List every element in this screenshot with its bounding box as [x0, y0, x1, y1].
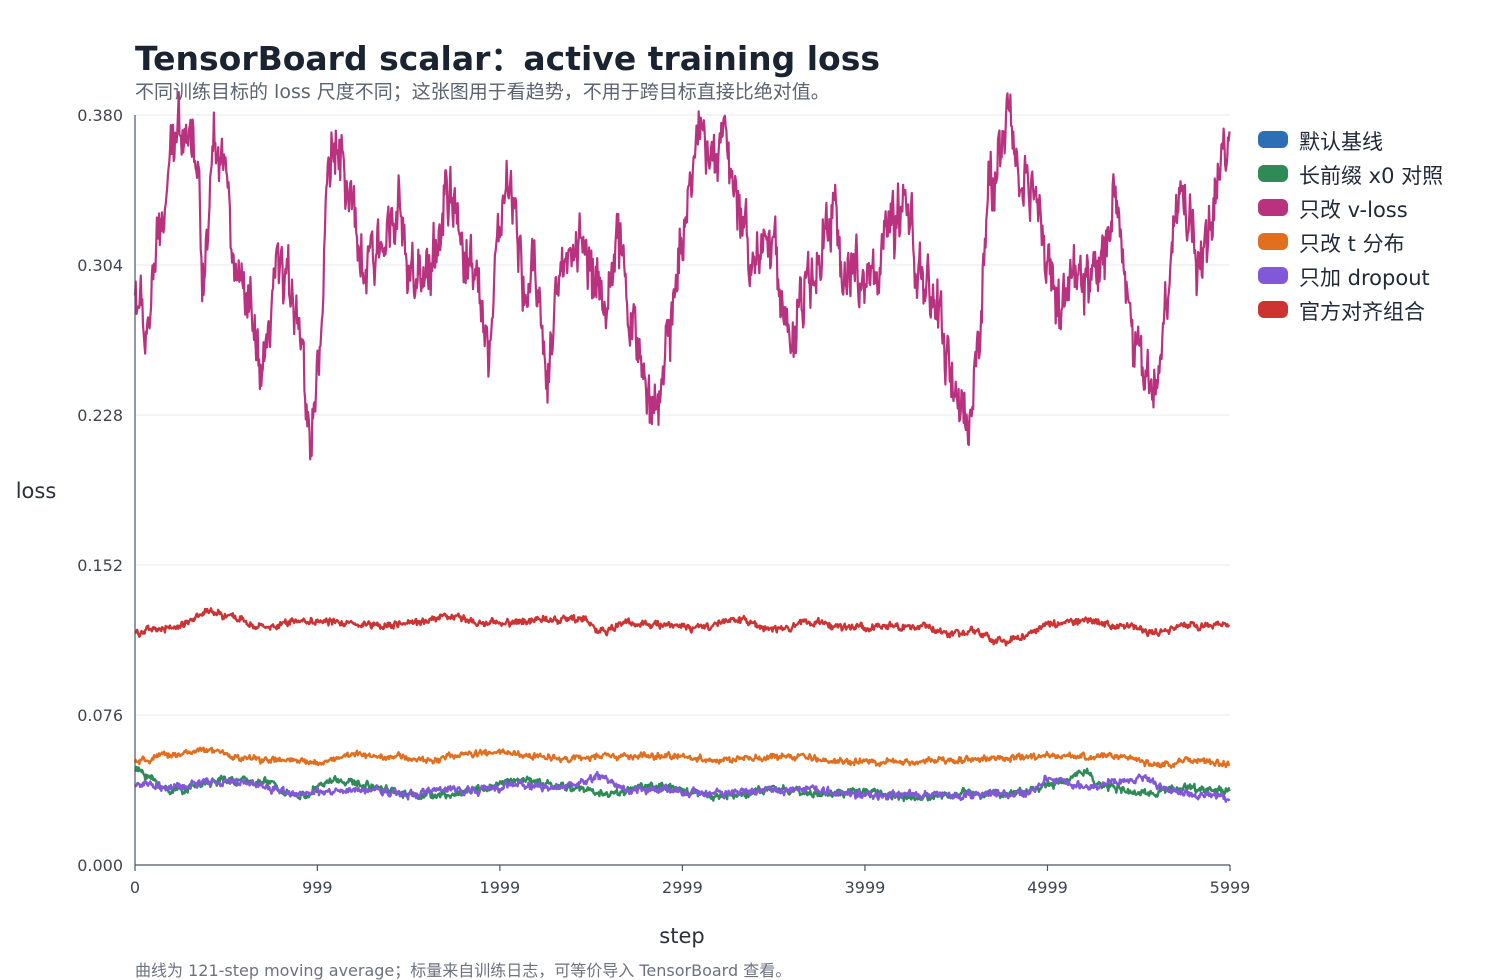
- series-layer: [133, 90, 1231, 803]
- legend-label-4: 只加 dropout: [1299, 266, 1430, 290]
- series-line-2: [133, 90, 1231, 461]
- x-tick-label: 2999: [662, 878, 703, 897]
- chart-title: TensorBoard scalar：active training loss: [135, 39, 880, 78]
- legend-label-3: 只改 t 分布: [1299, 232, 1405, 256]
- x-tick-labels: 0 999 1999 2999 3999 4999 5999: [130, 878, 1250, 897]
- legend-label-5: 官方对齐组合: [1299, 300, 1425, 324]
- legend-swatch-4: [1258, 267, 1288, 284]
- x-tick-label: 1999: [480, 878, 521, 897]
- legend-swatch-2: [1258, 199, 1288, 216]
- x-tick-label: 5999: [1210, 878, 1251, 897]
- x-axis-title: step: [659, 924, 704, 948]
- y-tick-label: 0.076: [77, 706, 123, 725]
- legend-label-0: 默认基线: [1299, 130, 1383, 154]
- x-tick-label: 4999: [1027, 878, 1068, 897]
- y-axis-title: loss: [16, 479, 57, 503]
- chart-footnote: 曲线为 121-step moving average；标量来自训练日志，可等价…: [135, 961, 791, 980]
- chart-subtitle: 不同训练目标的 loss 尺度不同；这张图用于看趋势，不用于跨目标直接比绝对值。: [135, 81, 830, 103]
- y-tick-label: 0.000: [77, 856, 123, 875]
- series-line-5: [134, 607, 1231, 647]
- legend-swatch-1: [1258, 165, 1288, 182]
- legend-label-1: 长前缀 x0 对照: [1299, 164, 1443, 188]
- series-line-3: [133, 746, 1231, 769]
- legend-label-2: 只改 v-loss: [1299, 198, 1408, 222]
- series-line-4: [133, 770, 1231, 803]
- legend-swatch-5: [1258, 301, 1288, 318]
- x-tick-label: 0: [130, 878, 140, 897]
- legend-swatch-0: [1258, 131, 1288, 148]
- y-tick-label: 0.380: [77, 106, 123, 125]
- x-tick-label: 999: [302, 878, 333, 897]
- y-tick-labels: 0.000 0.076 0.152 0.228 0.304 0.380: [77, 106, 123, 875]
- axes: [134, 115, 1231, 871]
- legend-swatch-3: [1258, 233, 1288, 250]
- x-tick-label: 3999: [845, 878, 886, 897]
- y-tick-label: 0.304: [77, 256, 123, 275]
- y-tick-label: 0.152: [77, 556, 123, 575]
- y-tick-label: 0.228: [77, 406, 123, 425]
